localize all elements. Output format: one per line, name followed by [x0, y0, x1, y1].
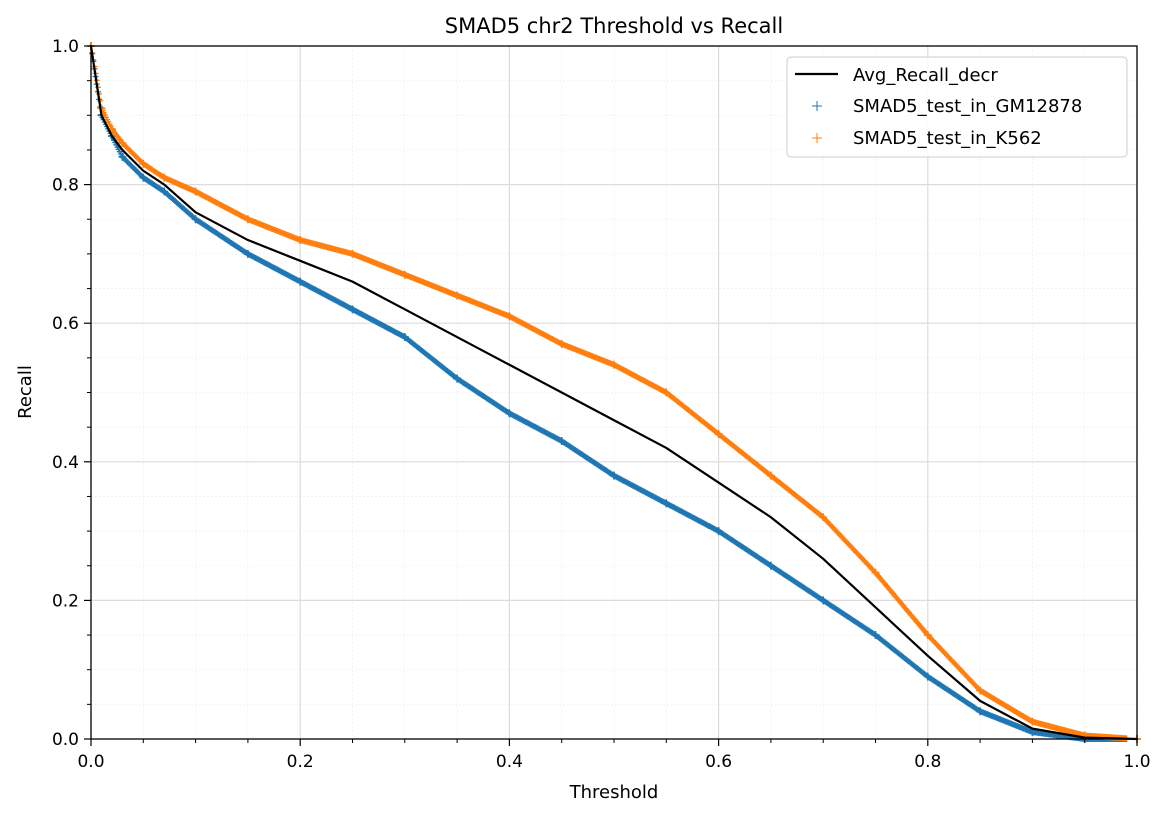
legend: Avg_Recall_decr SMAD5_test_in_GM12878 SM… — [786, 56, 1128, 158]
data-point — [505, 409, 514, 418]
data-point — [139, 173, 148, 182]
legend-label-k562: SMAD5_test_in_K562 — [853, 128, 1042, 149]
data-point — [243, 215, 252, 224]
data-point — [505, 312, 514, 321]
legend-marker-gm12878 — [812, 101, 822, 111]
x-tick-label: 0.8 — [914, 752, 941, 772]
data-point — [819, 596, 828, 605]
data-point — [871, 631, 880, 640]
x-tick-label: 0.2 — [287, 752, 314, 772]
data-point — [662, 499, 671, 508]
x-axis-label: Threshold — [569, 782, 659, 803]
data-point — [118, 139, 127, 148]
data-point — [139, 159, 148, 168]
data-point — [348, 305, 357, 314]
data-point — [766, 471, 775, 480]
data-point — [714, 527, 723, 536]
data-point — [819, 513, 828, 522]
y-tick-label: 0.0 — [52, 730, 79, 750]
data-point — [160, 187, 169, 196]
data-point — [160, 173, 169, 182]
data-point — [923, 672, 932, 681]
legend-label-gm12878: SMAD5_test_in_GM12878 — [853, 96, 1082, 117]
data-point — [1028, 717, 1037, 726]
chart-title: SMAD5 chr2 Threshold vs Recall — [445, 14, 783, 38]
data-point — [610, 471, 618, 480]
data-point — [557, 339, 566, 348]
x-tick-label: 0.4 — [496, 752, 523, 772]
y-tick-label: 0.2 — [52, 591, 79, 611]
y-tick-label: 0.4 — [52, 453, 79, 473]
y-tick-label: 0.8 — [52, 176, 79, 196]
data-point — [400, 333, 409, 342]
legend-box — [786, 56, 1128, 158]
data-point — [243, 249, 252, 258]
data-point — [976, 707, 985, 716]
data-point — [296, 277, 305, 286]
x-tick-label: 1.0 — [1123, 752, 1150, 772]
legend-marker-k562 — [812, 133, 822, 143]
data-point — [871, 568, 880, 577]
data-point — [191, 187, 200, 196]
x-tick-label: 0.6 — [705, 752, 732, 772]
series-SMAD5_test_in_K562 — [87, 42, 1141, 743]
data-point — [662, 388, 671, 397]
data-point — [610, 360, 618, 369]
data-point — [923, 631, 932, 640]
series-layer — [87, 42, 1141, 743]
data-point — [348, 249, 357, 258]
y-axis-label: Recall — [15, 365, 36, 419]
data-point — [453, 374, 462, 383]
data-point — [400, 270, 409, 279]
data-point — [191, 215, 200, 224]
legend-label-avg: Avg_Recall_decr — [853, 65, 998, 86]
data-point — [714, 430, 723, 439]
axis-ticks: 0.0 0.2 0.4 0.6 0.8 1.0 0.0 0.2 0.4 0.6 0.8 1.0 — [52, 37, 1151, 772]
y-tick-label: 0.6 — [52, 314, 79, 334]
minor-grid — [91, 46, 1137, 739]
x-tick-label: 0.0 — [77, 752, 104, 772]
data-point — [766, 561, 775, 570]
data-point — [453, 291, 462, 300]
data-point — [296, 236, 305, 245]
series-Avg_Recall_decr — [89, 44, 1139, 741]
data-point — [118, 152, 127, 161]
major-grid — [91, 46, 1137, 739]
data-point — [557, 437, 566, 446]
data-point — [976, 686, 985, 695]
y-tick-label: 1.0 — [52, 37, 79, 57]
